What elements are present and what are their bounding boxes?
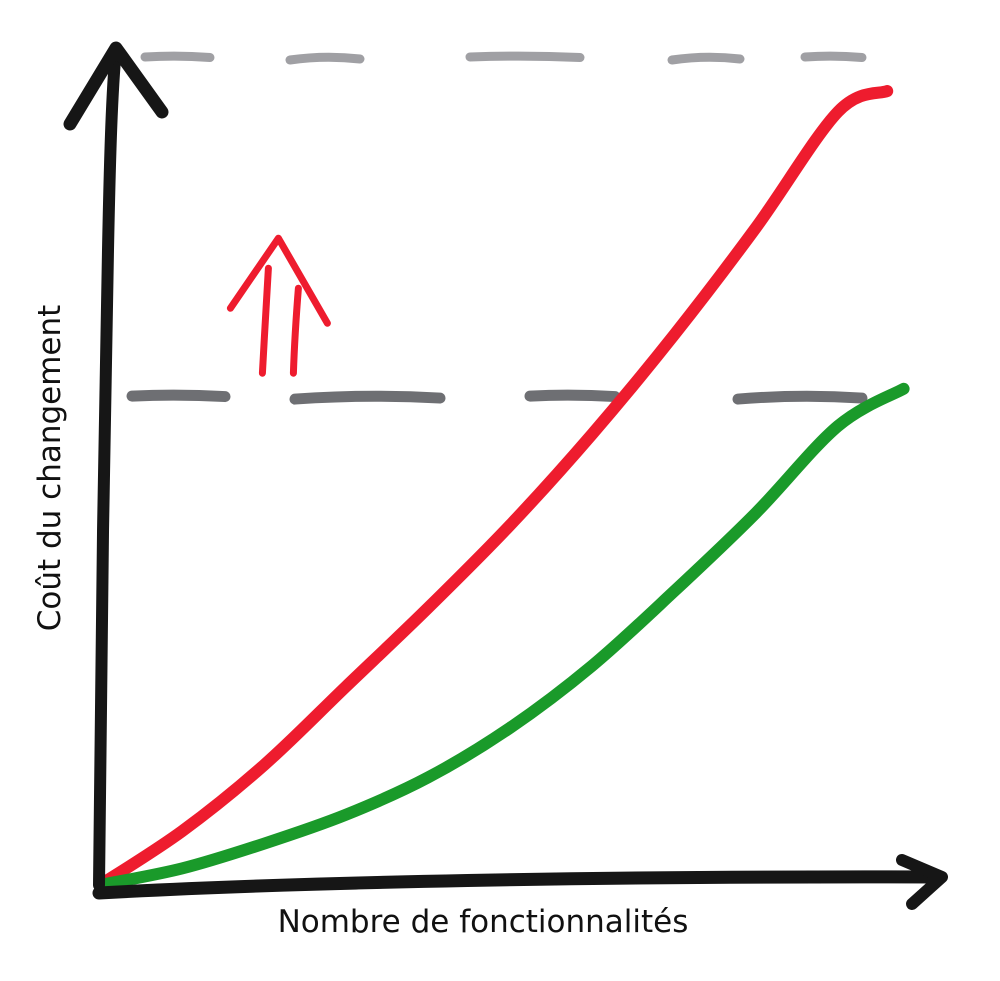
y-axis-label: Coût du changement <box>32 305 68 632</box>
axes <box>63 41 948 910</box>
annotation-layer <box>226 234 331 377</box>
arrow-shaft-left <box>258 264 272 377</box>
series-layer <box>94 85 910 891</box>
reference-line-dash <box>285 52 365 65</box>
reference-line-dash <box>465 51 585 62</box>
y-axis-line <box>93 42 122 891</box>
x-axis-arrowhead <box>896 854 948 910</box>
up-arrow-annotation <box>226 234 331 377</box>
series-line-red <box>94 85 894 891</box>
x-axis-label: Nombre de fonctionnalités <box>278 904 689 940</box>
reference-lines <box>126 51 868 405</box>
reference-line-dash <box>732 390 868 405</box>
reference-line-dash <box>126 389 231 403</box>
reference-line-dash <box>524 389 621 403</box>
y-axis-arrowhead <box>63 41 169 131</box>
x-axis-line <box>92 870 947 900</box>
arrow-shaft-right <box>289 284 302 377</box>
reference-line-dash <box>667 52 745 65</box>
reference-line-dash <box>800 51 867 62</box>
reference-line-dash <box>140 51 215 62</box>
reference-line-dash <box>289 390 446 405</box>
series-line-green <box>94 382 910 891</box>
arrow-head <box>226 234 331 327</box>
